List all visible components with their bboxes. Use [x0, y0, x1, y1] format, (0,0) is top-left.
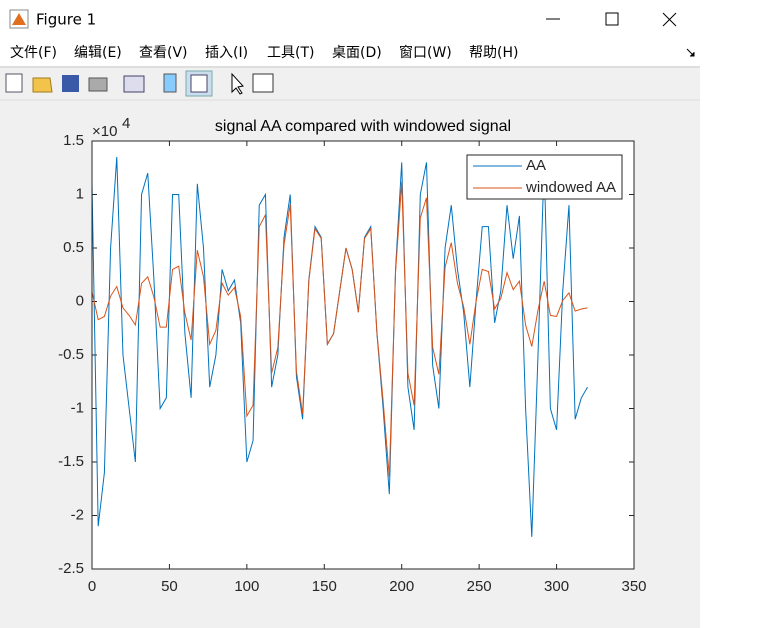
y-tick-label: 0 [76, 292, 84, 309]
legend-label: AA [526, 157, 546, 174]
series-line [91, 181, 588, 478]
menu-item[interactable]: 文件(F) [10, 45, 57, 61]
plot: signal AA compared with windowed signal ×… [58, 115, 646, 595]
chart-title: signal AA compared with windowed signal [215, 118, 511, 135]
menu-item[interactable]: 工具(T) [267, 45, 314, 61]
menu-items: 文件(F) 编辑(E) 查看(V) 插入(I) 工具(T) 桌面(D) 窗口(W) 帮助(H) [10, 44, 518, 61]
link-icon[interactable] [123, 75, 145, 93]
x-tick-label: 300 [544, 578, 569, 595]
y-tick-label: 1 [76, 185, 84, 202]
x-tick-label: 100 [234, 578, 259, 595]
colorbar-icon[interactable] [163, 73, 177, 93]
y-scale-exponent: 4 [122, 115, 130, 132]
y-tick-label: -2.5 [58, 560, 84, 577]
y-tick-label: -0.5 [58, 346, 84, 363]
menu-item[interactable]: 插入(I) [205, 45, 248, 61]
y-tick-label: -2 [71, 506, 84, 523]
x-tick-label: 350 [621, 578, 646, 595]
new-icon[interactable] [5, 73, 23, 93]
y-scale-base: ×10 [92, 123, 117, 140]
close-button[interactable] [662, 12, 677, 27]
save-icon[interactable] [62, 75, 79, 92]
menu-item[interactable]: 桌面(D) [332, 45, 382, 61]
open-icon[interactable] [32, 77, 53, 93]
title-bar [0, 0, 700, 38]
pointer-icon[interactable] [231, 72, 244, 95]
legend-box [466, 154, 623, 200]
plot-area [92, 141, 634, 569]
x-tick-label: 250 [467, 578, 492, 595]
maximize-button[interactable] [605, 12, 619, 26]
property-icon[interactable] [252, 73, 274, 93]
y-tick-label: 0.5 [63, 239, 84, 256]
y-tick-label: -1 [71, 399, 84, 416]
x-tick-label: 0 [88, 578, 96, 595]
menu-item[interactable]: 帮助(H) [469, 45, 518, 61]
menu-dock-arrow[interactable] [686, 48, 695, 57]
menu-item[interactable]: 窗口(W) [399, 44, 452, 61]
menu-bar [0, 38, 700, 66]
x-tick-label: 150 [312, 578, 337, 595]
print-icon[interactable] [88, 77, 108, 92]
app-icon [9, 9, 29, 29]
window-title: Figure 1 [36, 11, 96, 29]
y-tick-label: 1.5 [63, 132, 84, 149]
x-tick-label: 50 [161, 578, 178, 595]
plot-box [91, 140, 635, 570]
x-tick-label: 200 [389, 578, 414, 595]
y-tick-label: -1.5 [58, 453, 84, 470]
menu-item[interactable]: 查看(V) [139, 45, 188, 61]
legend-label: windowed AA [525, 179, 616, 196]
legend-icon [190, 74, 208, 93]
menu-item[interactable]: 编辑(E) [74, 45, 122, 61]
toolbar [5, 70, 274, 97]
